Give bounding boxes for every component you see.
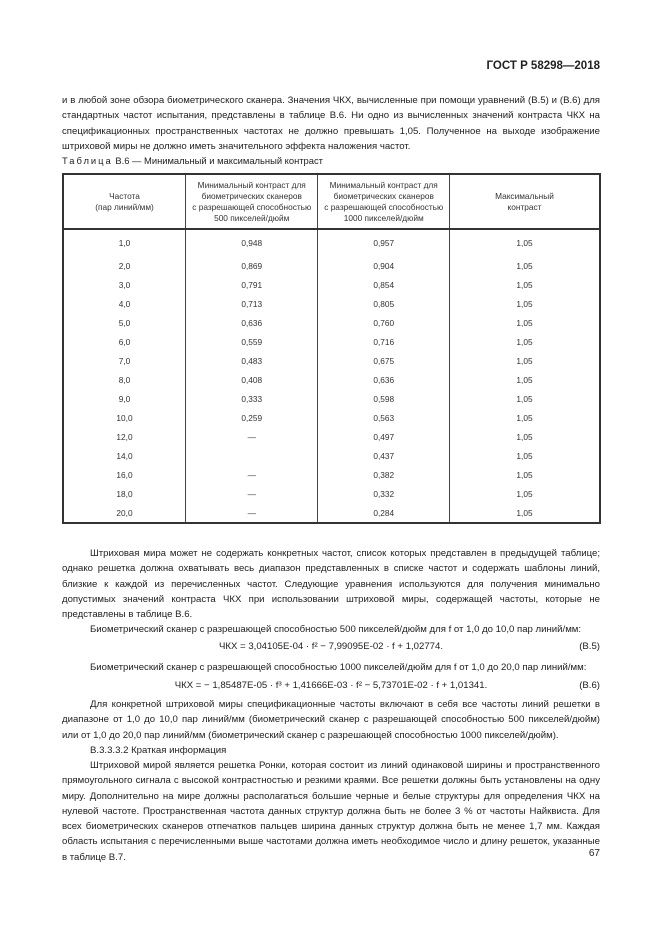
table-cell: 0,904 [317, 256, 450, 275]
column-header: Максимальный контраст [448, 173, 601, 230]
contrast-table: Частота (пар линий/мм) Минимальный контра… [62, 173, 601, 524]
table-cell: 0,675 [317, 351, 450, 370]
table-cell: 1,05 [448, 332, 601, 351]
table-cell: 14,0 [62, 446, 186, 465]
table-cell: 1,05 [448, 351, 601, 370]
table-cell: 1,05 [448, 229, 601, 256]
table-cell: 0,408 [184, 370, 319, 389]
table-cell: 1,05 [448, 275, 601, 294]
table-cell: 1,05 [448, 465, 601, 484]
table-cell: 1,05 [448, 294, 601, 313]
table-cell: 0,382 [317, 465, 450, 484]
table-cell: 0,559 [184, 332, 319, 351]
table-row: 7,0 0,483 0,675 1,05 [62, 351, 601, 370]
table-cell: 0,598 [317, 389, 450, 408]
table-cell: 0,259 [184, 408, 319, 427]
table-cell: 0,791 [184, 275, 319, 294]
table-cell: 2,0 [62, 256, 186, 275]
eq5-intro: Биометрический сканер с разрешающей спос… [90, 624, 582, 635]
table-row: 3,0 0,791 0,854 1,05 [62, 275, 601, 294]
table-cell: 9,0 [62, 389, 186, 408]
table-cell: 18,0 [62, 484, 186, 503]
table-row: 2,0 0,869 0,904 1,05 [62, 256, 601, 275]
table-cell: 0,854 [317, 275, 450, 294]
table-cell: 1,05 [448, 408, 601, 427]
intro-paragraph: и в любой зоне обзора биометрического ск… [62, 95, 600, 152]
table-cell: — [184, 465, 319, 484]
table-cell: 1,05 [448, 446, 601, 465]
column-header: Минимальный контраст для биометрических … [317, 173, 450, 230]
table-caption: Таблица В.6 — Минимальный и максимальный… [62, 155, 323, 166]
paragraph-2: Штриховая мира может не содержать конкре… [62, 548, 600, 621]
table-cell: 4,0 [62, 294, 186, 313]
table-cell: 1,05 [448, 484, 601, 503]
table-row: 10,0 0,259 0,563 1,05 [62, 408, 601, 427]
table-cell: 20,0 [62, 503, 186, 523]
table-caption-text: В.6 — Минимальный и максимальный контрас… [115, 155, 323, 166]
table-row: 16,0—0,382 1,05 [62, 465, 601, 484]
equation-b5-number: (В.5) [579, 641, 600, 652]
equation-b6-number: (В.6) [579, 680, 600, 691]
table-row: 6,0 0,559 0,716 1,05 [62, 332, 601, 351]
table-cell: 1,05 [448, 503, 601, 523]
table-caption-label: Таблица [62, 155, 113, 166]
table-row: 4,0 0,713 0,805 1,05 [62, 294, 601, 313]
page-number: 67 [588, 848, 600, 859]
table-cell: 0,437 [317, 446, 450, 465]
table-cell: 0,284 [317, 503, 450, 523]
table-row: 5,0 0,636 0,760 1,05 [62, 313, 601, 332]
table-cell: 1,05 [448, 256, 601, 275]
table-cell: 0,716 [317, 332, 450, 351]
table-row: 14,0 0,437 1,05 [62, 446, 601, 465]
table-cell: 10,0 [62, 408, 186, 427]
table-cell: 0,869 [184, 256, 319, 275]
table-cell: 0,636 [317, 370, 450, 389]
table-cell: 3,0 [62, 275, 186, 294]
table-cell: 1,05 [448, 370, 601, 389]
section-heading: В.3.3.3.2 Краткая информация [90, 745, 227, 756]
table-cell: 0,957 [317, 229, 450, 256]
table-cell: 7,0 [62, 351, 186, 370]
table-row: 12,0—0,497 1,05 [62, 427, 601, 446]
table-cell: 0,805 [317, 294, 450, 313]
column-header: Минимальный контраст для биометрических … [184, 173, 319, 230]
table-cell: 8,0 [62, 370, 186, 389]
table-cell: 0,948 [184, 229, 319, 256]
table-cell: 0,636 [184, 313, 319, 332]
table-cell: 0,497 [317, 427, 450, 446]
table-cell: — [184, 427, 319, 446]
table-cell: 6,0 [62, 332, 186, 351]
table-cell: 0,333 [184, 389, 319, 408]
table-cell: 1,05 [448, 389, 601, 408]
document-id: ГОСТ Р 58298—2018 [486, 60, 600, 72]
table-cell: 0,332 [317, 484, 450, 503]
table-cell: 0,483 [184, 351, 319, 370]
table-cell: 16,0 [62, 465, 186, 484]
table-row: 9,0 0,333 0,598 1,05 [62, 389, 601, 408]
paragraph-4: Штриховой мирой является решетка Ронки, … [62, 760, 600, 863]
table-cell: — [184, 484, 319, 503]
table-cell: — [184, 503, 319, 523]
table-cell: 1,05 [448, 313, 601, 332]
table-row: 1,0 0,948 0,957 1,05 [62, 229, 601, 256]
table-cell [184, 446, 319, 465]
table-row: 18,0—0,332 1,05 [62, 484, 601, 503]
equation-b6: ЧКХ = − 1,85487E-05 · f³ + 1,41666E-03 ·… [174, 680, 488, 691]
table-cell: 5,0 [62, 313, 186, 332]
equation-b5: ЧКХ = 3,04105E-04 · f² − 7,99095E-02 · f… [219, 641, 443, 652]
table-cell: 0,760 [317, 313, 450, 332]
table-cell: 0,713 [184, 294, 319, 313]
table-cell: 0,563 [317, 408, 450, 427]
table-row: 20,0—0,284 1,05 [62, 503, 601, 523]
paragraph-3: Для конкретной штриховой миры спецификац… [62, 699, 600, 741]
table-cell: 1,0 [62, 229, 186, 256]
table-cell: 12,0 [62, 427, 186, 446]
table-row: 8,0 0,408 0,636 1,05 [62, 370, 601, 389]
column-header: Частота (пар линий/мм) [62, 173, 186, 230]
table-cell: 1,05 [448, 427, 601, 446]
eq6-intro: Биометрический сканер с разрешающей спос… [90, 662, 587, 673]
